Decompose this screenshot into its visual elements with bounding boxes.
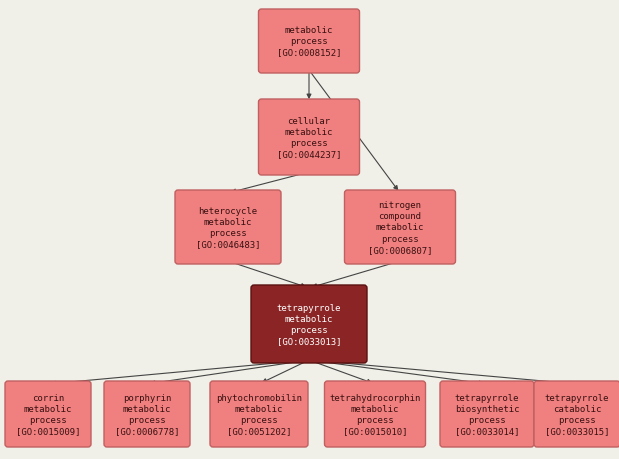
Text: phytochromobilin
metabolic
process
[GO:0051202]: phytochromobilin metabolic process [GO:0… <box>216 393 302 435</box>
FancyBboxPatch shape <box>345 190 456 264</box>
Text: cellular
metabolic
process
[GO:0044237]: cellular metabolic process [GO:0044237] <box>277 117 341 159</box>
FancyBboxPatch shape <box>210 381 308 447</box>
FancyBboxPatch shape <box>104 381 190 447</box>
Text: tetrapyrrole
biosynthetic
process
[GO:0033014]: tetrapyrrole biosynthetic process [GO:00… <box>455 393 519 435</box>
Text: corrin
metabolic
process
[GO:0015009]: corrin metabolic process [GO:0015009] <box>15 393 80 435</box>
FancyBboxPatch shape <box>259 10 360 74</box>
Text: nitrogen
compound
metabolic
process
[GO:0006807]: nitrogen compound metabolic process [GO:… <box>368 201 432 254</box>
Text: metabolic
process
[GO:0008152]: metabolic process [GO:0008152] <box>277 26 341 57</box>
FancyBboxPatch shape <box>175 190 281 264</box>
FancyBboxPatch shape <box>440 381 534 447</box>
FancyBboxPatch shape <box>251 285 367 363</box>
Text: porphyrin
metabolic
process
[GO:0006778]: porphyrin metabolic process [GO:0006778] <box>115 393 180 435</box>
Text: tetrapyrrole
metabolic
process
[GO:0033013]: tetrapyrrole metabolic process [GO:00330… <box>277 303 341 346</box>
Text: tetrapyrrole
catabolic
process
[GO:0033015]: tetrapyrrole catabolic process [GO:00330… <box>545 393 609 435</box>
FancyBboxPatch shape <box>5 381 91 447</box>
Text: heterocycle
metabolic
process
[GO:0046483]: heterocycle metabolic process [GO:004648… <box>196 207 260 249</box>
FancyBboxPatch shape <box>324 381 425 447</box>
FancyBboxPatch shape <box>534 381 619 447</box>
Text: tetrahydrocorphin
metabolic
process
[GO:0015010]: tetrahydrocorphin metabolic process [GO:… <box>329 393 421 435</box>
FancyBboxPatch shape <box>259 100 360 176</box>
